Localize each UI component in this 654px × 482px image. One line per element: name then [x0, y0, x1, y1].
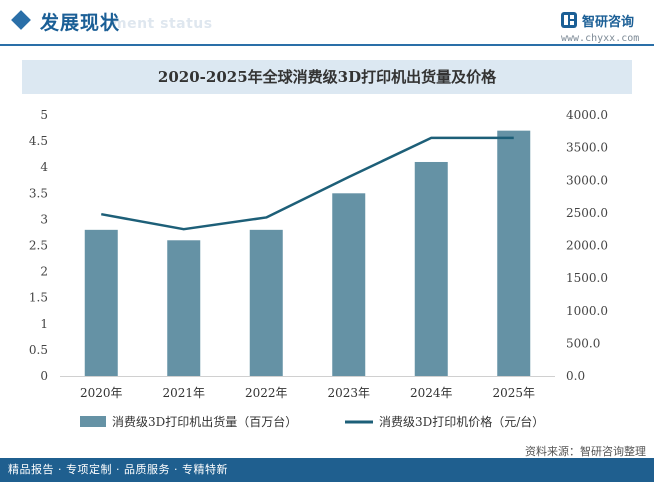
y-right-tick-label: 1500.0: [566, 271, 608, 285]
source-note: 资料来源：智研咨询整理: [525, 445, 646, 458]
chart-title-band: 2020-2025年全球消费级3D打印机出货量及价格: [22, 60, 632, 94]
x-tick-label: 2021年: [162, 386, 205, 400]
logo-name: 智研咨询: [582, 15, 635, 30]
y-left-tick-label: 4.5: [29, 134, 48, 148]
y-right-tick-label: 1000.0: [566, 304, 608, 318]
y-right-tick-label: 2500.0: [566, 206, 608, 220]
bar-2020年: [84, 229, 118, 376]
footer-bar: 精品报告 · 专项定制 · 品质服务 · 专精特新: [0, 458, 654, 482]
y-left-tick-label: 1: [40, 317, 48, 331]
y-right-tick-label: 3500.0: [566, 141, 608, 155]
legend-label-price: 消费级3D打印机价格（元/台）: [379, 414, 544, 429]
y-left-tick-label: 2.5: [29, 239, 48, 253]
logo-icon: [561, 12, 577, 28]
section-title: 发展现状: [40, 12, 121, 34]
y-left-tick-label: 2: [40, 265, 48, 279]
y-right-tick-label: 2000.0: [566, 239, 608, 253]
y-right-tick-label: 3000.0: [566, 173, 608, 187]
y-left-tick-label: 1.5: [29, 291, 48, 305]
bar-2024年: [414, 161, 448, 376]
y-left-tick-label: 0: [40, 369, 48, 383]
y-left-tick-label: 4: [40, 160, 48, 174]
header-watermark: ment status: [112, 16, 213, 32]
section-header: ment status 发展现状 智研咨询 www.chyxx.com: [0, 0, 654, 44]
y-left-tick-label: 0.5: [29, 343, 48, 357]
x-tick-label: 2022年: [245, 386, 288, 400]
bar-2023年: [332, 193, 366, 376]
bar-2022年: [249, 229, 283, 376]
y-left-tick-label: 3.5: [29, 186, 48, 200]
y-right-tick-label: 0.0: [566, 369, 585, 383]
legend-label-shipments: 消费级3D打印机出货量（百万台）: [112, 414, 297, 429]
x-tick-label: 2024年: [410, 386, 453, 400]
chart-title: 2020-2025年全球消费级3D打印机出货量及价格: [157, 68, 497, 86]
x-tick-label: 2023年: [327, 386, 370, 400]
x-tick-label: 2020年: [80, 386, 123, 400]
y-left-tick-label: 3: [40, 212, 48, 226]
footer-text: 精品报告 · 专项定制 · 品质服务 · 专精特新: [8, 463, 228, 476]
header-divider: [0, 44, 654, 46]
bar-2025年: [497, 130, 531, 376]
legend-swatch-shipments: [80, 416, 106, 427]
y-right-tick-label: 500.0: [566, 336, 600, 350]
y-left-tick-label: 5: [40, 108, 48, 122]
x-tick-label: 2025年: [492, 386, 535, 400]
series-line-price: [101, 136, 514, 231]
logo-url[interactable]: www.chyxx.com: [561, 33, 640, 44]
bar-2021年: [167, 240, 201, 376]
y-right-tick-label: 4000.0: [566, 108, 608, 122]
chart-area: 0 0.5 1 1.5 2 2.5 3 3.5 4 4.5 5 0.0 500.0 1000.0 1500.…: [29, 108, 608, 429]
